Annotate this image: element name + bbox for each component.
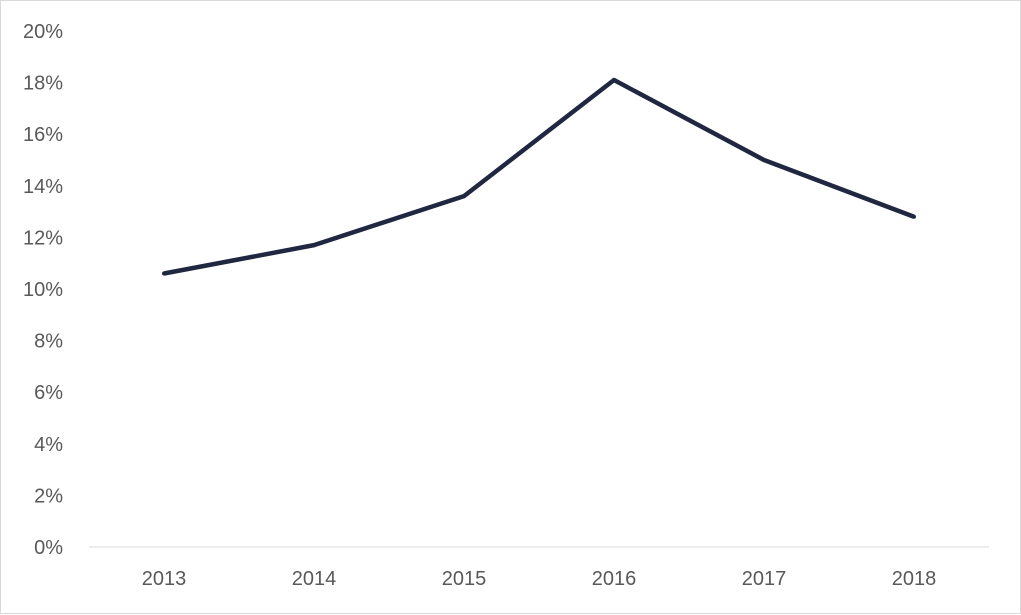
x-tick-label: 2013 xyxy=(142,568,187,590)
x-tick-label: 2018 xyxy=(892,568,937,590)
data-point xyxy=(312,243,316,248)
y-tick-label: 20% xyxy=(23,21,63,43)
series-line xyxy=(163,77,915,276)
y-tick-label: 2% xyxy=(34,485,63,507)
data-point xyxy=(462,194,466,199)
series-layer xyxy=(162,77,916,276)
y-axis-ticks: 0% 2% 4% 6% 8% 10% 12% 14% 16% 18% 20% xyxy=(23,21,63,559)
y-tick-label: 10% xyxy=(23,279,63,301)
y-tick-label: 4% xyxy=(34,434,63,456)
y-tick-label: 8% xyxy=(34,331,63,353)
x-tick-label: 2014 xyxy=(292,568,337,590)
y-tick-label: 14% xyxy=(23,176,63,198)
data-point xyxy=(612,78,616,83)
x-axis-ticks: 2013 2014 2015 2016 2017 2018 xyxy=(142,568,937,590)
x-tick-label: 2015 xyxy=(442,568,487,590)
x-tick-label: 2016 xyxy=(592,568,637,590)
y-tick-label: 12% xyxy=(23,227,63,249)
y-tick-label: 0% xyxy=(34,537,63,559)
y-tick-label: 6% xyxy=(34,382,63,404)
x-tick-label: 2017 xyxy=(742,568,787,590)
data-point xyxy=(162,271,166,276)
data-point xyxy=(762,158,766,162)
y-tick-label: 18% xyxy=(23,73,63,95)
data-point xyxy=(912,214,916,219)
y-tick-label: 16% xyxy=(23,124,63,146)
